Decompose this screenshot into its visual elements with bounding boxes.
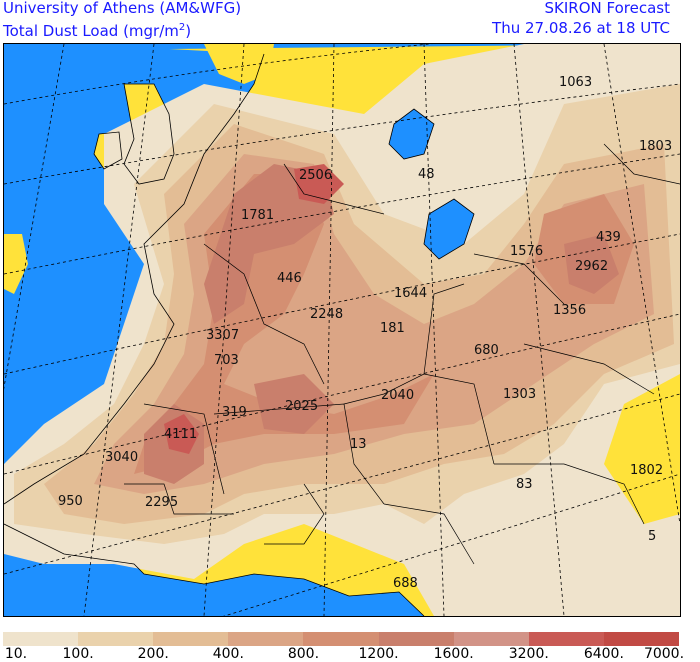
field-unit-superscript: 2 xyxy=(178,22,186,33)
value-labels: 1063 1803 2506 48 1781 439 1576 2962 446 1644 3307… xyxy=(58,75,672,591)
value-13: 13 xyxy=(350,437,367,452)
field-label-close: ) xyxy=(185,22,192,40)
value-2248: 2248 xyxy=(310,307,343,322)
scale-segment-0 xyxy=(3,632,79,646)
scale-segment-3 xyxy=(228,632,304,646)
country-borders xyxy=(124,143,680,565)
value-3307: 3307 xyxy=(206,328,239,343)
scale-segment-2 xyxy=(153,632,229,646)
institution-title: University of Athens (AM&WFG) xyxy=(3,0,242,17)
value-2962: 2962 xyxy=(575,259,608,274)
valid-time: Thu 27.08.26 at 18 UTC xyxy=(492,19,670,37)
value-1802: 1802 xyxy=(630,463,663,478)
coastline xyxy=(4,53,475,616)
value-5: 5 xyxy=(648,529,656,544)
scale-segment-8 xyxy=(603,632,679,646)
model-title: SKIRON Forecast xyxy=(544,0,670,17)
value-1576: 1576 xyxy=(510,244,543,259)
scale-segment-5 xyxy=(378,632,454,646)
value-2040: 2040 xyxy=(381,388,414,403)
value-439: 439 xyxy=(596,230,621,245)
value-1781: 1781 xyxy=(241,208,274,223)
scale-tick-8: 6400. xyxy=(583,646,624,662)
scale-tick-2: 200. xyxy=(137,646,169,662)
value-703: 703 xyxy=(214,353,239,368)
field-title: Total Dust Load (mgr/m2) xyxy=(3,17,191,42)
scale-segment-4 xyxy=(303,632,379,646)
value-950: 950 xyxy=(58,494,83,509)
dust-shading xyxy=(4,44,680,616)
scale-tick-9: 7000. xyxy=(643,646,685,662)
value-2025: 2025 xyxy=(285,399,318,414)
value-319: 319 xyxy=(222,405,247,420)
dust-map: 1063 1803 2506 48 1781 439 1576 2962 446 1644 3307… xyxy=(3,43,681,617)
value-83: 83 xyxy=(516,477,533,492)
scale-tick-6: 1600. xyxy=(433,646,474,662)
value-2506: 2506 xyxy=(299,168,332,183)
value-3040: 3040 xyxy=(105,450,138,465)
value-2295: 2295 xyxy=(145,495,178,510)
scale-tick-4: 800. xyxy=(287,646,320,662)
value-181: 181 xyxy=(380,321,405,336)
scale-tick-5: 1200. xyxy=(358,646,399,662)
value-446: 446 xyxy=(277,271,302,286)
scale-tick-0: 10. xyxy=(4,646,28,662)
field-label: Total Dust Load (mgr/m xyxy=(3,22,179,40)
value-1644: 1644 xyxy=(394,286,427,301)
value-1803: 1803 xyxy=(639,139,672,154)
value-688: 688 xyxy=(393,576,418,591)
value-1303: 1303 xyxy=(503,387,536,402)
value-680: 680 xyxy=(474,343,499,358)
scale-segment-7 xyxy=(528,632,604,646)
scale-tick-3: 400. xyxy=(212,646,244,662)
scale-segment-1 xyxy=(78,632,154,646)
latlon-grid xyxy=(4,44,680,616)
color-scale xyxy=(3,632,679,646)
value-48: 48 xyxy=(418,167,435,182)
scale-tick-1: 100. xyxy=(62,646,94,662)
value-1356: 1356 xyxy=(553,303,586,318)
value-1063: 1063 xyxy=(559,75,592,90)
scale-tick-7: 3200. xyxy=(508,646,549,662)
scale-segment-6 xyxy=(453,632,529,646)
inland-seas xyxy=(389,109,474,259)
value-4111: 4111 xyxy=(164,427,197,442)
